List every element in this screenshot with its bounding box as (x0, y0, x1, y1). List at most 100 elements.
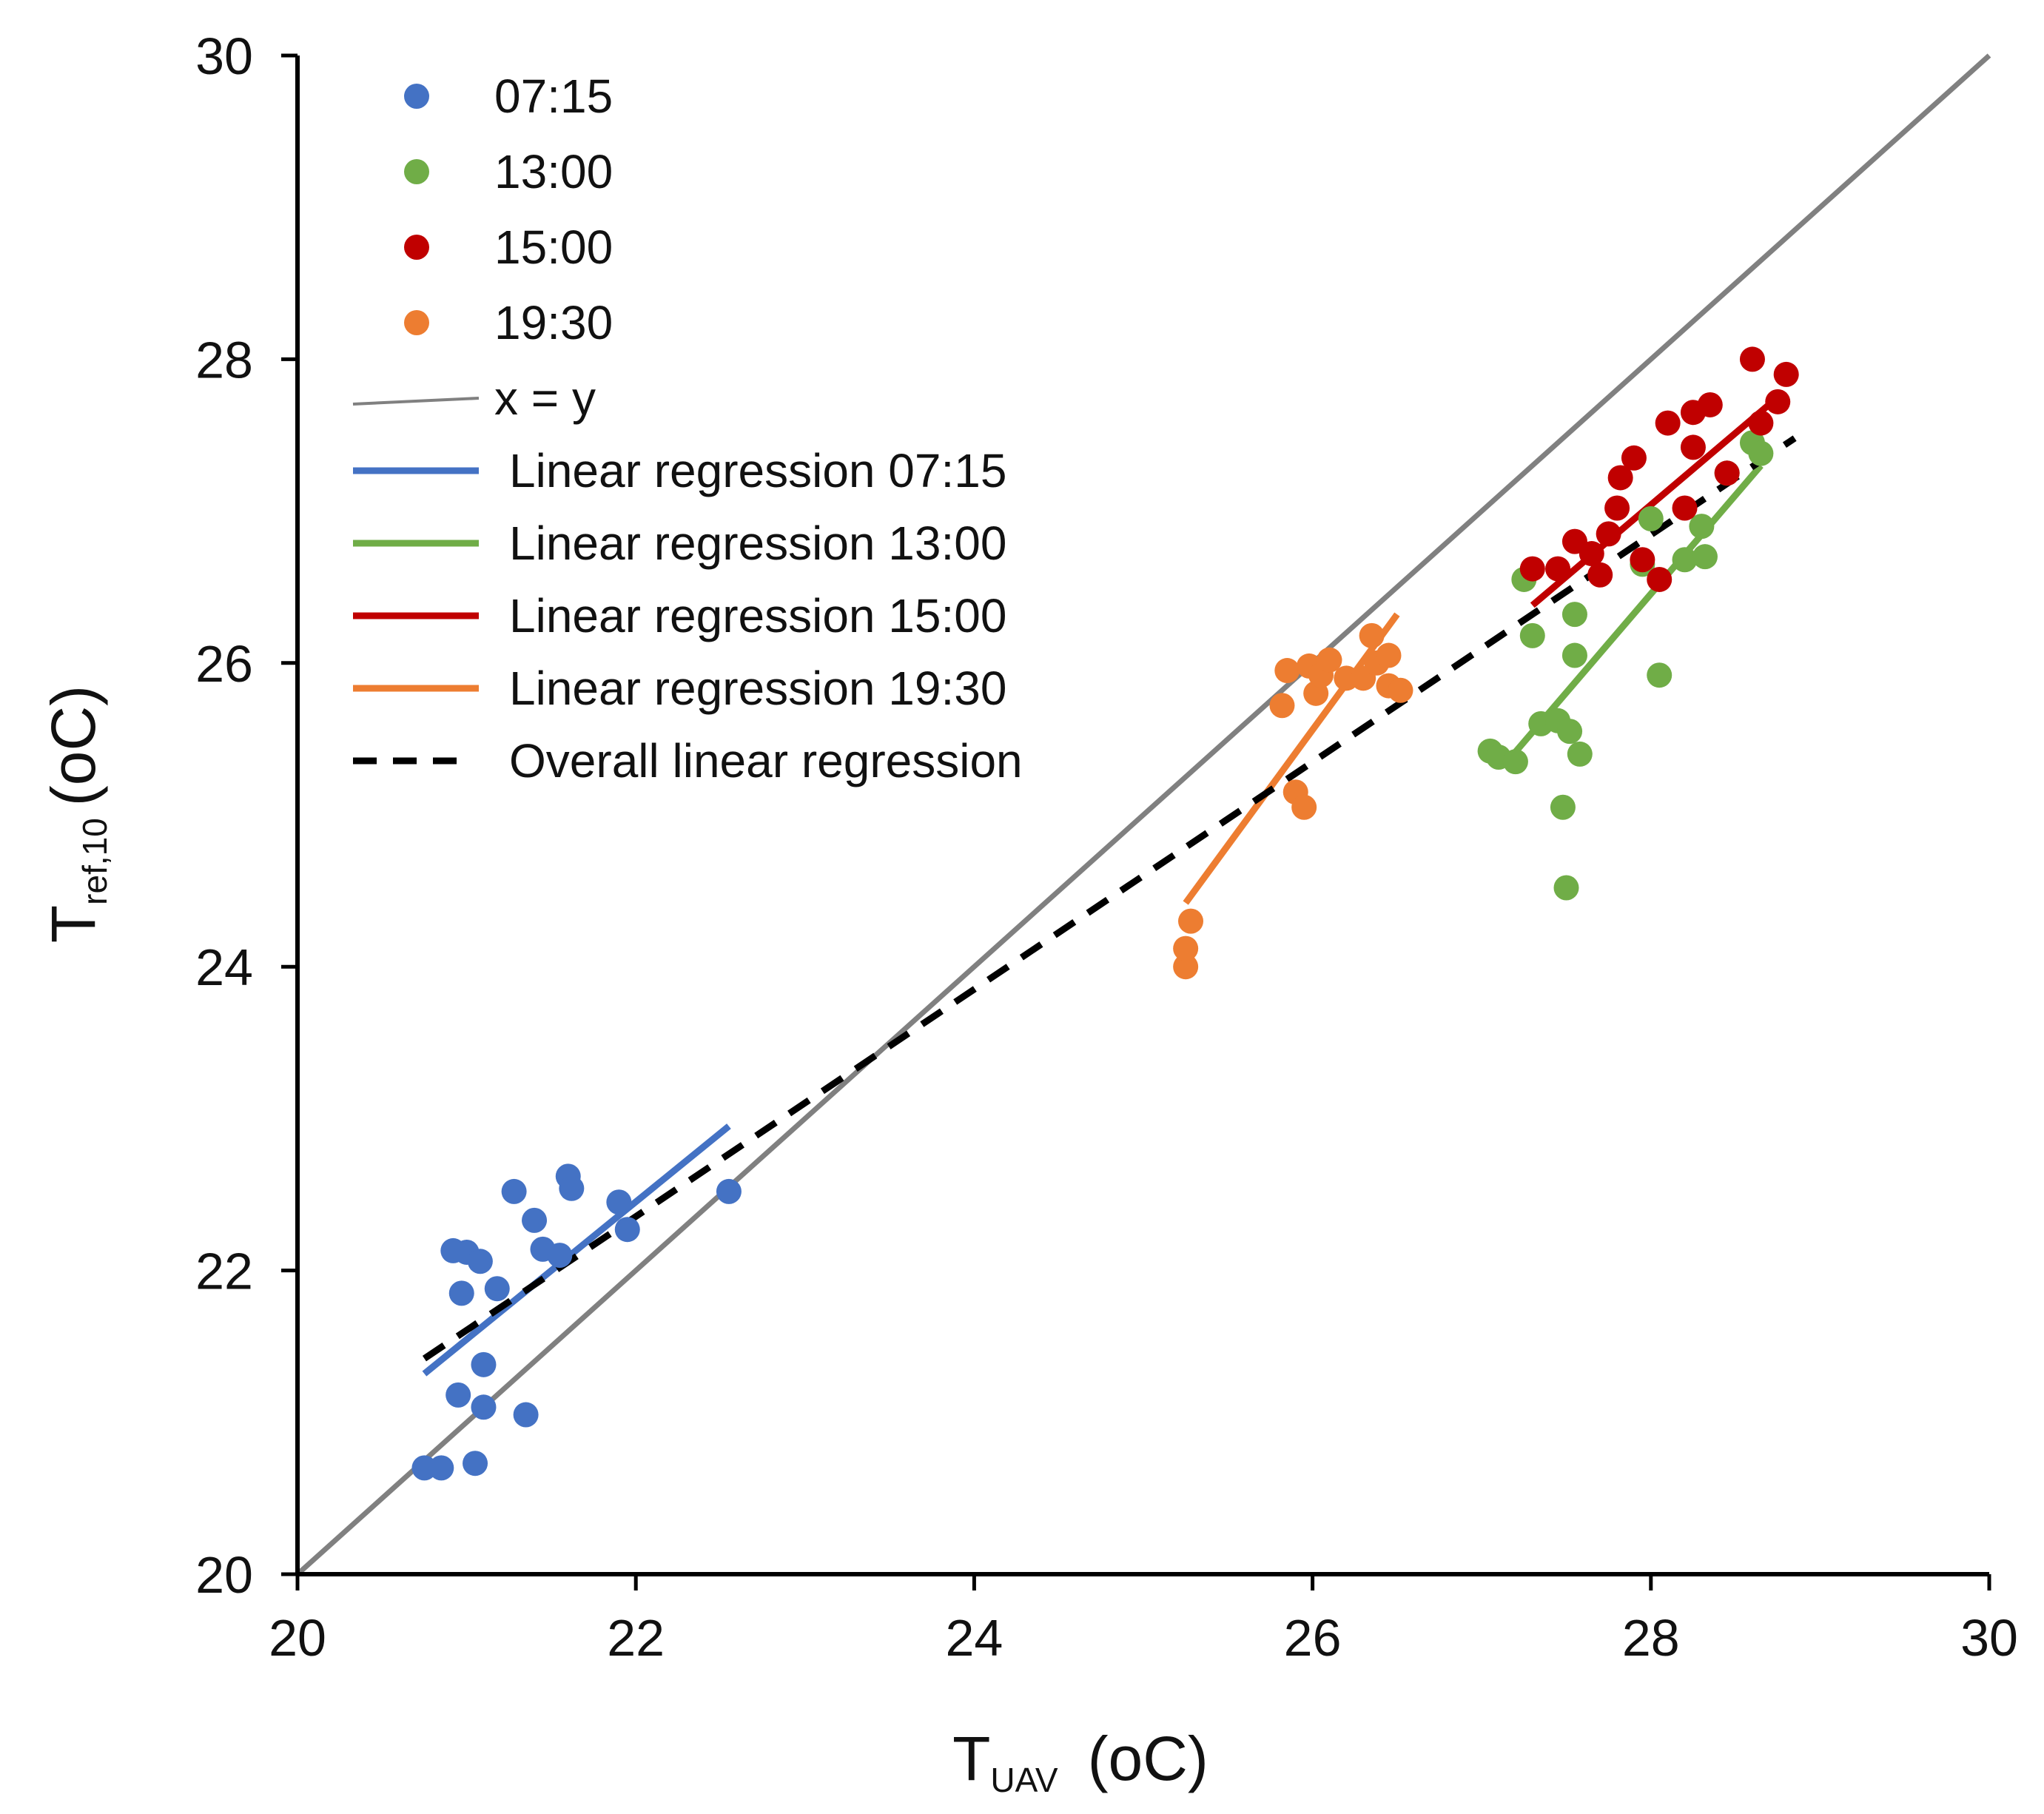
legend-marker (404, 235, 429, 260)
line-linear-regression-15-00 (1530, 394, 1781, 608)
legend-item-linear-regression-13-00: Linear regression 13:00 (353, 517, 1006, 570)
y-axis-title-sub: ref,10 (75, 818, 114, 905)
series-15-00 (1519, 346, 1799, 592)
point (1173, 954, 1199, 980)
point (1567, 741, 1593, 767)
line-x-y (295, 53, 1991, 1576)
y-tick-label: 28 (195, 331, 253, 389)
point (1317, 647, 1342, 673)
svg-text:Tref,10(oC): Tref,10 (oC) (38, 685, 114, 943)
line-linear-regression-07-15 (422, 1123, 731, 1377)
point (463, 1451, 488, 1477)
x-tick-label: 24 (945, 1609, 1003, 1667)
point (1748, 410, 1774, 436)
legend-item-19-30: 19:30 (404, 296, 613, 349)
point (559, 1175, 585, 1201)
point (1630, 547, 1655, 573)
legend-label: Linear regression 07:15 (509, 444, 1006, 497)
point (1376, 642, 1402, 668)
legend-label: 15:00 (494, 221, 613, 274)
line-linear-regression-19-30 (1183, 612, 1400, 905)
point (1388, 677, 1413, 703)
x-tick-label: 26 (1284, 1609, 1342, 1667)
point (1587, 562, 1613, 588)
y-axis-title-unit: (oC) (38, 685, 108, 806)
point (1545, 556, 1571, 582)
legend-item-linear-regression-07-15: Linear regression 07:15 (353, 444, 1006, 497)
legend-item-overall-linear-regression: Overall linear regression (353, 734, 1023, 787)
legend-marker (352, 397, 480, 406)
point (501, 1178, 527, 1204)
point (1550, 794, 1576, 820)
point (484, 1276, 510, 1302)
x-axis-title: TUAV (oC) (952, 1724, 1208, 1799)
y-axis-title-main: T (38, 905, 108, 943)
legend-item-linear-regression-19-30: Linear regression 19:30 (353, 662, 1006, 715)
point (1748, 440, 1774, 466)
y-tick-label: 26 (195, 635, 253, 693)
point (513, 1402, 539, 1428)
point (1672, 495, 1698, 521)
legend-item-linear-regression-15-00: Linear regression 15:00 (353, 589, 1006, 642)
point (1739, 346, 1765, 372)
x-tick-label: 20 (269, 1609, 326, 1667)
legend-label: Linear regression 19:30 (509, 662, 1006, 715)
point (1697, 392, 1723, 417)
point (1579, 541, 1604, 567)
point (1269, 693, 1295, 719)
point (522, 1207, 548, 1233)
y-tick-label: 30 (195, 27, 253, 85)
point (1689, 514, 1715, 540)
point (1291, 794, 1317, 820)
y-axis-title: Tref,10 (oC) (38, 685, 114, 943)
point (1680, 434, 1706, 460)
series-07-15 (411, 1163, 742, 1481)
line-overall-linear-regression (422, 435, 1797, 1362)
x-tick-label: 22 (607, 1609, 665, 1667)
point (1621, 445, 1647, 471)
point (471, 1394, 497, 1420)
point (1765, 389, 1791, 414)
y-tick-label: 24 (195, 938, 253, 996)
point (1773, 361, 1799, 387)
point (1604, 495, 1630, 521)
point (614, 1217, 640, 1243)
regression-lines (295, 53, 1991, 1576)
point (1561, 642, 1587, 668)
legend-item-07-15: 07:15 (404, 70, 613, 123)
scatter-points (411, 346, 1799, 1481)
point (1596, 521, 1621, 547)
legend-label: Linear regression 13:00 (509, 517, 1006, 570)
point (1274, 658, 1300, 684)
x-tick-label: 28 (1622, 1609, 1680, 1667)
point (547, 1243, 573, 1269)
x-axis-title-unit: (oC) (1088, 1724, 1208, 1793)
legend-item-15-00: 15:00 (404, 221, 613, 274)
point (1502, 749, 1528, 775)
point (1553, 875, 1579, 901)
legend-label: Overall linear regression (509, 734, 1023, 787)
point (1561, 602, 1587, 628)
point (716, 1178, 742, 1204)
legend-label: 19:30 (494, 296, 613, 349)
svg-text:TUAV(oC): TUAV (oC) (952, 1724, 1208, 1799)
point (1519, 622, 1545, 648)
point (1714, 460, 1740, 486)
point (1647, 566, 1672, 592)
point (1655, 410, 1681, 436)
legend-item-13-00: 13:00 (404, 145, 613, 198)
point (1173, 935, 1199, 961)
x-axis-title-sub: UAV (990, 1761, 1058, 1799)
point (1607, 465, 1633, 491)
point (606, 1189, 632, 1215)
legend-marker (404, 84, 429, 109)
legend-marker (404, 159, 429, 184)
point (1359, 622, 1385, 648)
legend-label: 13:00 (494, 145, 613, 198)
point (1638, 505, 1664, 531)
point (1519, 556, 1545, 582)
legend-label: 07:15 (494, 70, 613, 123)
point (1178, 908, 1204, 934)
y-tick-label: 22 (195, 1243, 253, 1300)
